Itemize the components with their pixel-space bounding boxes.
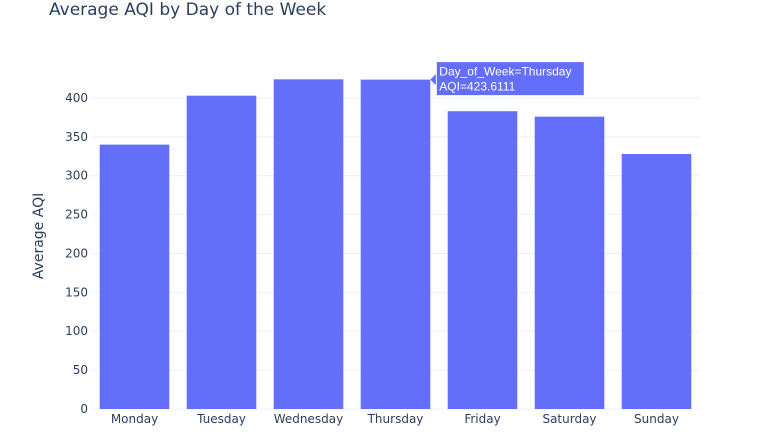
x-tick-label-friday: Friday (464, 412, 500, 426)
chart-title: Average AQI by Day of the Week (49, 0, 327, 20)
tooltip-line-1: Day_of_Week=Thursday (439, 65, 571, 79)
y-tick-label: 50 (73, 363, 88, 377)
bar-wednesday[interactable] (273, 79, 344, 409)
tooltip-box (435, 61, 585, 97)
y-tick-label: 0 (80, 402, 88, 416)
y-tick-label: 250 (65, 208, 88, 222)
y-tick-label: 100 (65, 324, 88, 338)
y-tick-label: 400 (65, 91, 88, 105)
tooltip-line-2: AQI=423.6111 (439, 80, 515, 94)
x-tick-label-saturday: Saturday (542, 412, 596, 426)
bar-tuesday[interactable] (186, 95, 257, 409)
y-tick-label: 350 (65, 130, 88, 144)
x-tick-label-sunday: Sunday (634, 412, 679, 426)
y-tick-label: 200 (65, 246, 88, 260)
y-tick-label: 300 (65, 169, 88, 183)
bar-friday[interactable] (447, 111, 518, 410)
bar-thursday[interactable] (360, 79, 431, 410)
x-tick-label-thursday: Thursday (367, 412, 424, 426)
bar-monday[interactable] (99, 144, 170, 409)
x-tick-label-monday: Monday (111, 412, 158, 426)
bar-saturday[interactable] (534, 116, 605, 409)
bar-sunday[interactable] (621, 153, 692, 409)
x-tick-label-tuesday: Tuesday (196, 412, 246, 426)
x-tick-label-wednesday: Wednesday (274, 412, 343, 426)
y-tick-label: 150 (65, 285, 88, 299)
y-axis-title: Average AQI (31, 193, 47, 279)
tooltip-pointer (430, 73, 437, 86)
